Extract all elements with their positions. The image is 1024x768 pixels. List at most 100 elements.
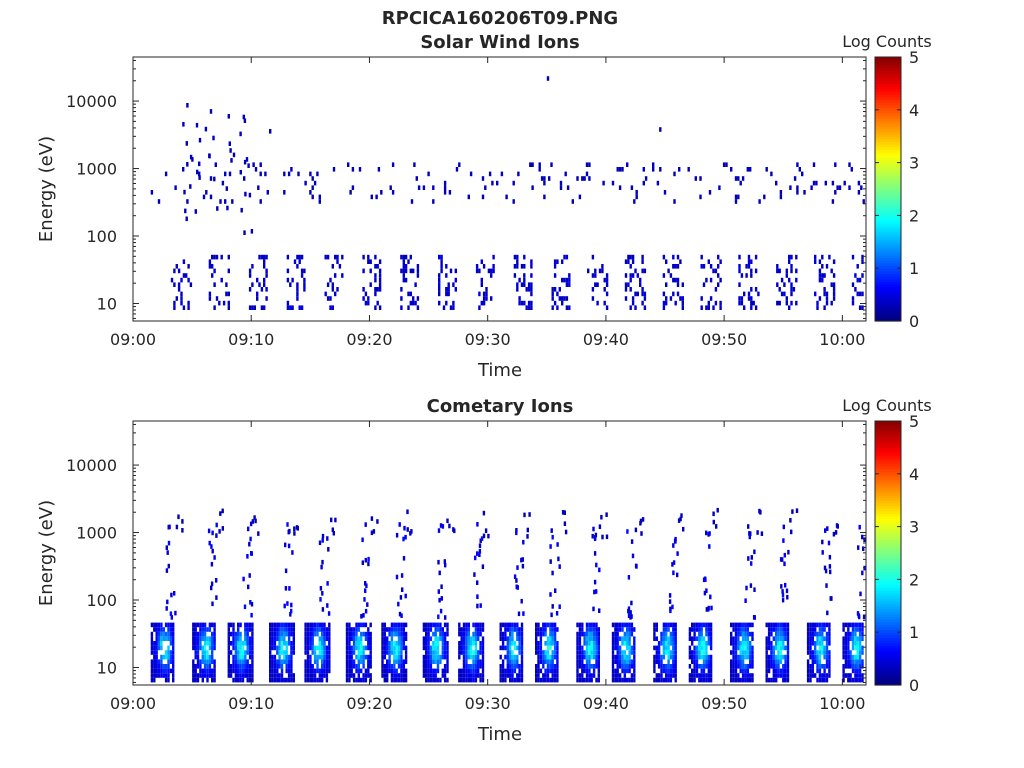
heatmap-cell: [390, 641, 394, 646]
heatmap-cell: [211, 622, 214, 628]
heatmap-cell: [364, 677, 368, 683]
heatmap-cell: [438, 291, 441, 297]
heatmap-cell: [285, 664, 288, 669]
heatmap-cell: [199, 641, 202, 646]
heatmap-cell: [535, 622, 538, 628]
heatmap-cell: [779, 636, 783, 641]
heatmap-cell: [688, 631, 692, 637]
heatmap-cell: [571, 199, 574, 204]
colorbar-segment: [875, 239, 901, 243]
heatmap-cell: [741, 645, 745, 651]
heatmap-cell: [397, 601, 400, 607]
heatmap-cell: [504, 673, 507, 678]
heatmap-cell: [432, 654, 435, 660]
heatmap-cell: [782, 654, 785, 660]
heatmap-cell: [298, 254, 301, 260]
heatmap-cell: [213, 627, 216, 632]
heatmap-cell: [732, 673, 735, 678]
heatmap-cell: [271, 627, 274, 632]
heatmap-cell: [672, 560, 676, 565]
heatmap-cell: [283, 641, 286, 646]
heatmap-cell: [750, 296, 753, 301]
heatmap-cell: [432, 659, 435, 664]
colorbar-segment: [875, 199, 901, 203]
heatmap-cell: [199, 622, 202, 628]
heatmap-cell: [203, 641, 207, 646]
heatmap-cell: [357, 659, 360, 664]
heatmap-cell: [460, 668, 463, 674]
heatmap-cell: [239, 636, 242, 641]
heatmap-cell: [393, 645, 396, 651]
heatmap-cell: [404, 654, 408, 660]
heatmap-cell: [688, 627, 692, 632]
heatmap-cell: [467, 622, 470, 628]
heatmap-cell: [273, 659, 277, 664]
heatmap-cell: [237, 677, 240, 683]
colorbar-segment: [875, 523, 901, 528]
heatmap-cell: [688, 654, 692, 660]
heatmap-cell: [269, 645, 272, 651]
heatmap-cell: [422, 641, 426, 646]
heatmap-cell: [662, 654, 666, 660]
heatmap-cell: [818, 641, 822, 646]
heatmap-cell: [816, 641, 819, 646]
heatmap-cell: [628, 668, 631, 674]
heatmap-cell: [553, 622, 557, 628]
colorbar-segment: [875, 497, 901, 501]
heatmap-cell: [744, 627, 747, 632]
heatmap-cell: [738, 264, 741, 269]
colorbar-segment: [875, 220, 901, 224]
heatmap-cell: [734, 645, 738, 651]
heatmap-cell: [360, 677, 363, 683]
heatmap-cell: [674, 539, 677, 544]
heatmap-cell: [535, 677, 538, 683]
heatmap-cell: [777, 641, 780, 646]
heatmap-cell: [825, 673, 829, 678]
heatmap-cell: [292, 673, 295, 678]
heatmap-cell: [167, 636, 170, 641]
heatmap-cell: [211, 530, 214, 536]
heatmap-cell: [386, 677, 389, 683]
heatmap-cell: [518, 668, 521, 674]
heatmap-cell: [211, 673, 214, 678]
heatmap-cell: [196, 654, 200, 660]
heatmap-cell: [240, 207, 243, 213]
heatmap-cell: [511, 631, 514, 637]
heatmap-cell: [672, 631, 675, 637]
heatmap-cell: [374, 254, 377, 260]
heatmap-cell: [404, 277, 408, 283]
heatmap-cell: [172, 631, 175, 637]
heatmap-cell: [506, 622, 509, 628]
heatmap-cell: [624, 287, 628, 292]
heatmap-cell: [588, 673, 591, 678]
heatmap-cell: [477, 631, 480, 637]
heatmap-cell: [325, 677, 329, 683]
heatmap-cell: [467, 194, 470, 200]
heatmap-cell: [439, 608, 443, 614]
heatmap-cell: [660, 641, 663, 646]
heatmap-cell: [155, 636, 158, 641]
heatmap-cell: [770, 171, 773, 177]
heatmap-cell: [738, 300, 741, 306]
heatmap-cell: [513, 654, 517, 660]
heatmap-cell: [518, 673, 521, 678]
heatmap-cell: [273, 668, 277, 674]
colorbar-segment: [875, 436, 901, 441]
heatmap-cell: [246, 650, 249, 655]
heatmap-cell: [665, 668, 668, 674]
heatmap-cell: [858, 277, 862, 283]
heatmap-cell: [719, 259, 722, 264]
heatmap-cell: [558, 287, 561, 292]
heatmap-cell: [287, 677, 291, 683]
heatmap-cell: [352, 631, 356, 637]
heatmap-cell: [809, 627, 812, 632]
heatmap-cell: [286, 254, 290, 260]
solar-wind-plot-area[interactable]: [133, 57, 866, 321]
heatmap-cell: [246, 631, 249, 637]
heatmap-cell: [641, 300, 644, 306]
heatmap-cell: [467, 627, 470, 632]
heatmap-cell: [806, 668, 810, 674]
heatmap-cell: [361, 560, 364, 565]
heatmap-cell: [438, 277, 441, 283]
heatmap-cell: [441, 641, 444, 646]
